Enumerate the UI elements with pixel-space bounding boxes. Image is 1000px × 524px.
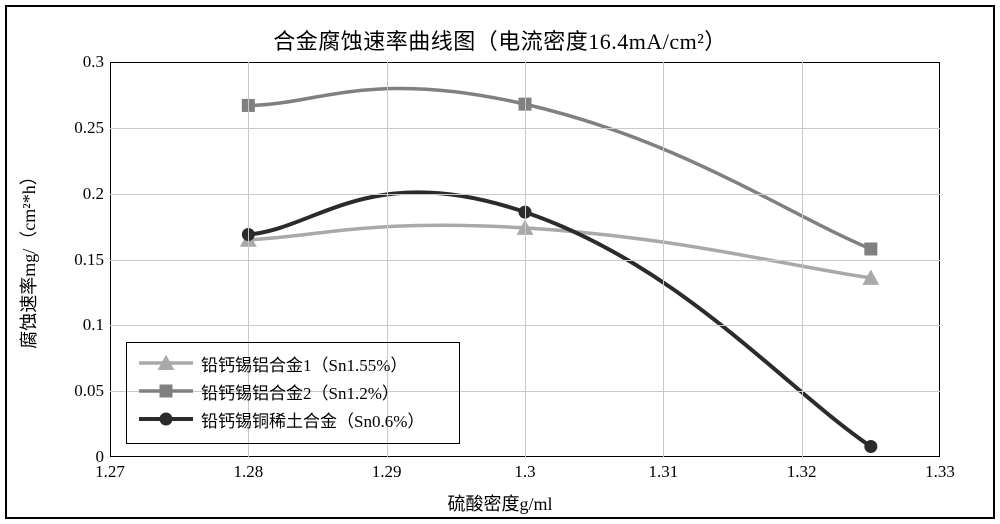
x-tick-label: 1.32: [787, 462, 817, 482]
y-tick-label: 0.05: [74, 381, 104, 401]
series-line: [248, 225, 871, 278]
chart-title: 合金腐蚀速率曲线图（电流密度16.4mA/cm²）: [0, 24, 1000, 56]
series-marker: [864, 242, 877, 255]
legend: 铅钙锡铝合金1（Sn1.55%） 铅钙锡铝合金2（Sn1.2%） 铅钙锡铜稀土合金（…: [126, 342, 460, 444]
legend-swatch: [139, 409, 193, 429]
series-marker: [864, 440, 877, 453]
y-tick-label: 0.15: [74, 250, 104, 270]
legend-label: 铅钙锡铜稀土合金（Sn0.6%）: [201, 407, 424, 432]
x-tick-label: 1.28: [233, 462, 263, 482]
legend-label: 铅钙锡铝合金2（Sn1.2%）: [201, 379, 399, 404]
legend-item: 铅钙锡铝合金2（Sn1.2%）: [139, 377, 447, 405]
legend-label: 铅钙锡铝合金1（Sn1.55%）: [201, 351, 407, 376]
y-tick-label: 0.3: [83, 52, 104, 72]
legend-swatch: [139, 381, 193, 401]
y-axis-label: 腐蚀速率mg/（cm²*h）: [15, 167, 41, 348]
x-tick-label: 1.3: [514, 462, 535, 482]
y-tick-label: 0.1: [83, 315, 104, 335]
gridline-vertical: [525, 62, 526, 457]
gridline-vertical: [802, 62, 803, 457]
x-tick-label: 1.33: [925, 462, 955, 482]
x-axis-label: 硫酸密度g/ml: [0, 490, 1000, 516]
y-tick-label: 0.25: [74, 118, 104, 138]
x-tick-label: 1.31: [648, 462, 678, 482]
legend-swatch: [139, 353, 193, 373]
corrosion-rate-chart: 合金腐蚀速率曲线图（电流密度16.4mA/cm²） 腐蚀速率mg/（cm²*h）…: [0, 0, 1000, 524]
legend-item: 铅钙锡铜稀土合金（Sn0.6%）: [139, 405, 447, 433]
x-tick-label: 1.27: [95, 462, 125, 482]
gridline-vertical: [663, 62, 664, 457]
y-tick-label: 0.2: [83, 184, 104, 204]
legend-item: 铅钙锡铝合金1（Sn1.55%）: [139, 349, 447, 377]
x-tick-label: 1.29: [372, 462, 402, 482]
